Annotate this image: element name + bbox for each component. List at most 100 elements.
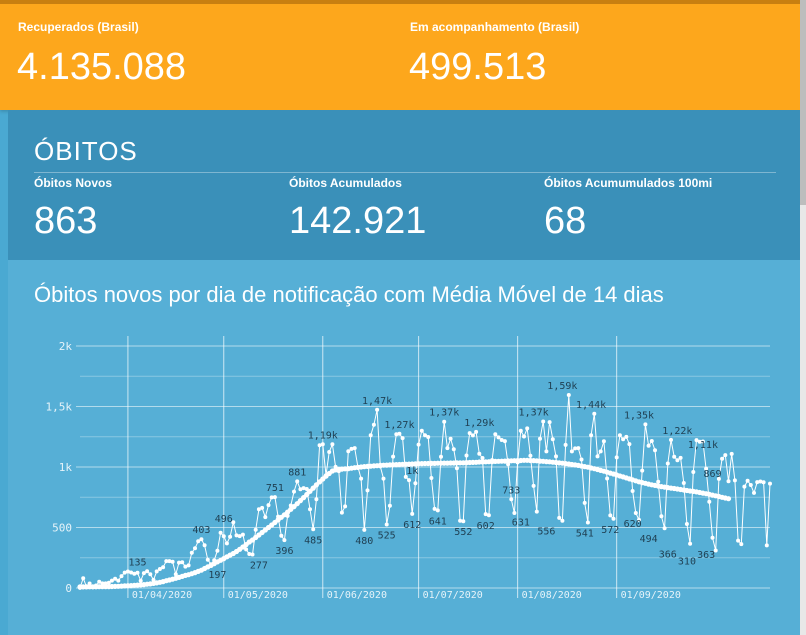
daily-deaths-point (624, 434, 629, 439)
data-label: 366 (659, 550, 677, 561)
data-label: 1,22k (662, 426, 692, 437)
daily-deaths-point (269, 495, 274, 500)
data-label: 641 (429, 516, 447, 527)
daily-deaths-point (362, 527, 367, 532)
daily-deaths-point (713, 548, 718, 553)
daily-deaths-point (662, 526, 667, 531)
scrollbar-thumb[interactable] (800, 0, 806, 205)
daily-deaths-point (141, 571, 146, 576)
daily-deaths-point (228, 534, 233, 539)
daily-deaths-point (116, 578, 121, 583)
data-label: 1k (406, 466, 418, 477)
daily-deaths-point (585, 520, 590, 525)
daily-deaths-point (193, 546, 197, 551)
daily-deaths-point (314, 497, 319, 502)
daily-deaths-point (247, 552, 252, 556)
daily-deaths-point (656, 479, 661, 484)
daily-deaths-point (614, 455, 619, 460)
daily-deaths-point (467, 431, 472, 436)
chart-title: Óbitos novos por dia de notificação com … (34, 282, 664, 307)
daily-deaths-point (582, 500, 587, 505)
daily-deaths-point (716, 476, 721, 481)
daily-deaths-point (311, 527, 316, 532)
daily-deaths-point (320, 442, 325, 447)
daily-deaths-point (129, 570, 134, 575)
daily-deaths-point (576, 446, 581, 451)
daily-deaths-point (371, 422, 376, 427)
daily-deaths-point (554, 454, 558, 459)
deaths-title: ÓBITOS (34, 136, 138, 166)
data-label: 572 (601, 525, 619, 536)
data-label: 881 (288, 467, 306, 478)
daily-deaths-point (231, 520, 236, 525)
daily-deaths-point (384, 522, 389, 527)
daily-deaths-point (525, 426, 530, 431)
daily-deaths-point (125, 569, 130, 574)
daily-deaths-point (627, 442, 632, 447)
daily-deaths-point (665, 461, 670, 466)
daily-deaths-point (633, 511, 638, 515)
daily-deaths-point (391, 454, 396, 459)
x-tick-label: 01/09/2020 (621, 590, 681, 601)
daily-deaths-point (256, 507, 261, 512)
daily-deaths-point (161, 565, 166, 570)
daily-deaths-point (560, 518, 565, 523)
summary-bar: Recuperados (Brasil) 4.135.088 Em acompa… (0, 0, 800, 110)
scrollbar-track[interactable] (800, 0, 806, 635)
daily-deaths-point (410, 511, 415, 516)
data-label: 396 (275, 546, 293, 557)
daily-deaths-point (266, 503, 271, 508)
daily-deaths-point (397, 431, 402, 436)
daily-deaths-point (496, 435, 501, 440)
daily-deaths-point (429, 476, 434, 480)
daily-deaths-point (442, 419, 447, 424)
data-label: 552 (454, 527, 472, 538)
daily-deaths-point (557, 515, 562, 520)
daily-deaths-point (282, 538, 287, 543)
daily-deaths-point (493, 432, 498, 437)
x-tick-label: 01/07/2020 (423, 590, 483, 601)
data-label: 1,19k (308, 430, 338, 441)
daily-deaths-point (538, 436, 542, 441)
moving-average-point (294, 501, 300, 507)
daily-deaths-point (218, 530, 223, 535)
data-label: 1,27k (384, 420, 414, 431)
daily-deaths-point (502, 439, 507, 444)
daily-deaths-point (253, 527, 258, 532)
recovered-value: 4.135.088 (17, 46, 187, 88)
daily-deaths-point (199, 537, 204, 542)
data-label: 1,11k (688, 440, 718, 451)
daily-deaths-point (272, 495, 277, 500)
daily-deaths-point (435, 508, 440, 513)
daily-deaths-point (173, 572, 178, 577)
daily-deaths-point (359, 476, 364, 481)
daily-deaths-point (745, 478, 750, 483)
daily-deaths-point (691, 470, 696, 474)
data-label: 197 (208, 570, 226, 581)
daily-deaths-point (729, 451, 734, 456)
daily-deaths-point (244, 547, 249, 552)
per100k-deaths-value: 68 (544, 200, 587, 242)
daily-deaths-point (720, 456, 725, 461)
daily-deaths-point (413, 481, 418, 486)
daily-deaths-point (637, 517, 641, 522)
daily-deaths-point (451, 447, 456, 452)
daily-deaths-point (684, 522, 689, 526)
daily-deaths-point (681, 481, 686, 485)
daily-deaths-point (675, 458, 680, 463)
deaths-divider (34, 172, 776, 173)
daily-deaths-point (700, 439, 705, 444)
daily-deaths-point (748, 483, 753, 487)
daily-deaths-point (573, 446, 578, 451)
daily-deaths-point (416, 442, 421, 447)
data-label: 1,35k (624, 410, 654, 421)
daily-deaths-point (157, 567, 162, 571)
daily-deaths-point (736, 538, 741, 543)
daily-deaths-point (611, 516, 616, 521)
daily-deaths-point (250, 552, 255, 557)
daily-deaths-point (122, 570, 127, 575)
daily-deaths-point (592, 411, 597, 416)
daily-deaths-point (81, 576, 86, 581)
daily-deaths-point (301, 486, 306, 491)
summary-bar-accent (0, 0, 800, 4)
